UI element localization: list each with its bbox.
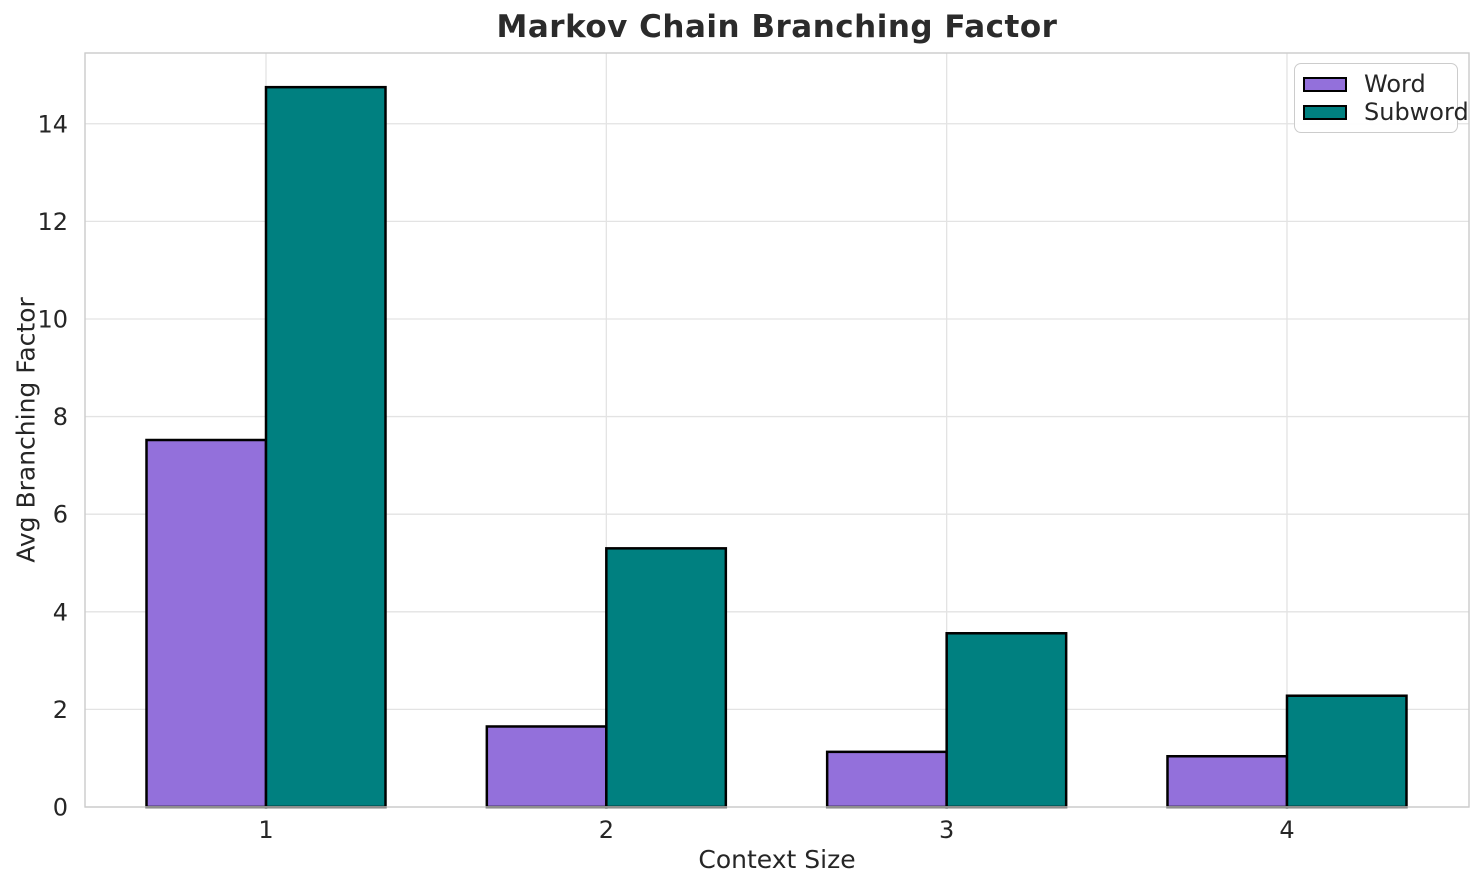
legend-label-subword: Subword [1364, 98, 1469, 126]
legend-item-subword: Subword [1303, 99, 1469, 125]
y-tick-label: 6 [53, 501, 68, 529]
bar-subword-3 [945, 632, 1068, 809]
x-axis-label: Context Size [698, 845, 856, 874]
plot-border [84, 52, 1470, 808]
y-tick-label: 10 [37, 305, 68, 333]
y-tick-label: 8 [53, 403, 68, 431]
y-tick-label: 12 [37, 208, 68, 236]
legend-swatch-word [1303, 76, 1347, 92]
x-tick-label: 2 [599, 816, 614, 844]
x-tick-label: 3 [939, 816, 954, 844]
bar-subword-2 [605, 547, 728, 809]
chart-title: Markov Chain Branching Factor [496, 9, 1058, 45]
legend-label-word: Word [1364, 70, 1426, 98]
legend-item-word: Word [1303, 71, 1448, 97]
bar-subword-1 [264, 85, 387, 809]
y-axis-label: Avg Branching Factor [11, 297, 41, 563]
y-tick-label: 0 [53, 794, 68, 822]
legend-swatch-subword [1303, 104, 1347, 120]
bar-word-4 [1166, 754, 1289, 809]
y-tick-label: 4 [53, 598, 68, 626]
legend: Word Subword [1294, 63, 1469, 133]
y-tick-label: 14 [37, 110, 68, 138]
y-tick-label: 2 [53, 696, 68, 724]
bar-word-1 [145, 438, 268, 809]
bar-word-2 [485, 725, 608, 809]
x-tick-label: 4 [1279, 816, 1294, 844]
bar-subword-4 [1285, 694, 1408, 809]
bar-word-3 [825, 750, 948, 809]
x-tick-label: 1 [258, 816, 273, 844]
